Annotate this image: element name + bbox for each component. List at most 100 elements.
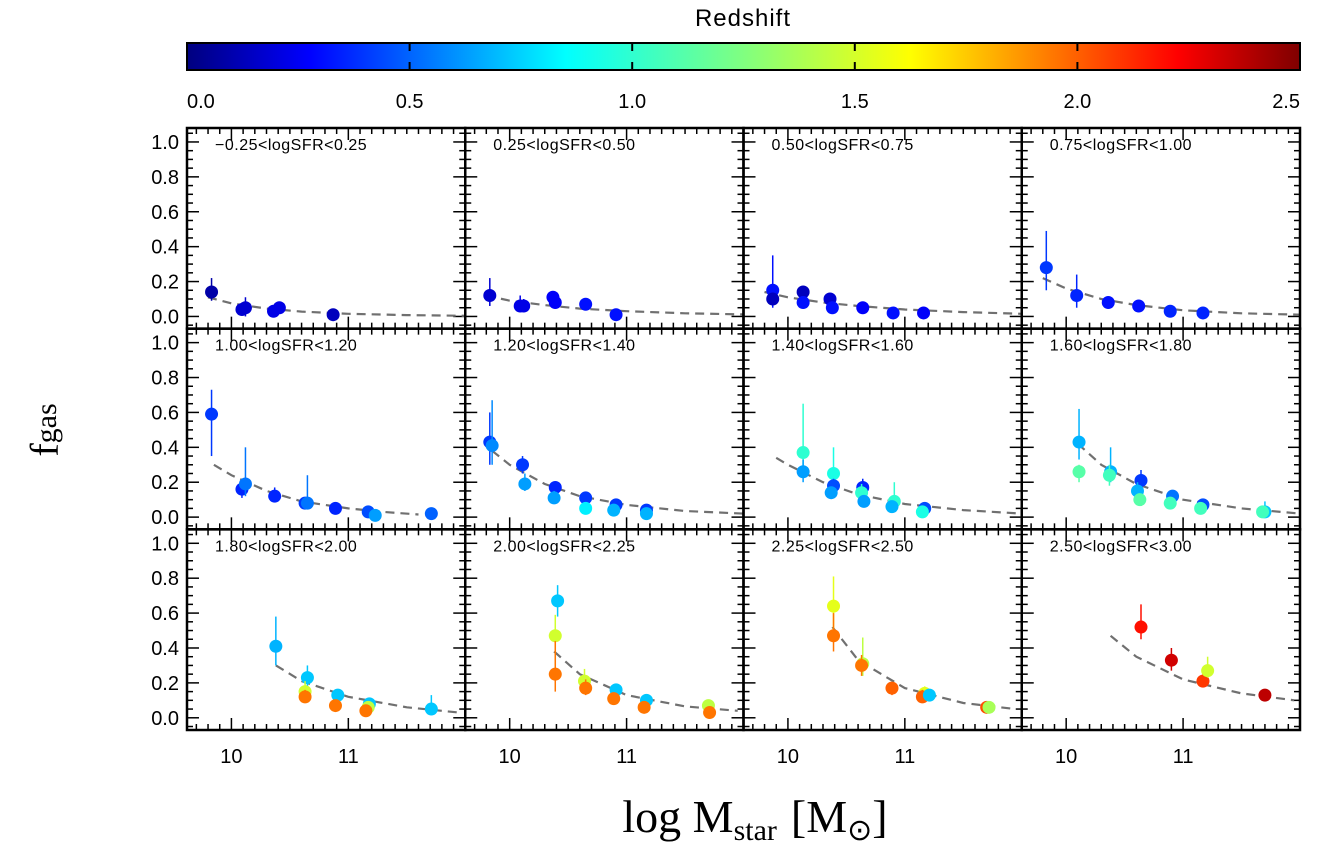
panel-label: 2.25<logSFR<2.50 bbox=[772, 538, 914, 555]
data-point bbox=[548, 667, 562, 681]
data-point bbox=[917, 306, 931, 320]
x-tick-label: 11 bbox=[1173, 746, 1194, 768]
x-tick-label: 11 bbox=[616, 746, 637, 768]
colorbar-gradient bbox=[186, 42, 1301, 71]
data-point bbox=[827, 599, 841, 613]
y-tick-label: 0.8 bbox=[151, 368, 179, 390]
data-point bbox=[639, 507, 653, 521]
panel-frame bbox=[742, 126, 1023, 330]
data-point bbox=[766, 292, 780, 306]
data-point bbox=[703, 706, 717, 720]
y-tick-label: 0.2 bbox=[151, 472, 179, 494]
x-axis-label-open: [ bbox=[791, 791, 806, 842]
data-point bbox=[368, 508, 382, 522]
colorbar-tick-label: 0.5 bbox=[396, 91, 424, 113]
data-point bbox=[518, 477, 532, 491]
x-tick-label: 10 bbox=[220, 746, 242, 768]
x-axis-label-close: ] bbox=[872, 791, 887, 842]
model-curve bbox=[831, 626, 1017, 711]
data-point bbox=[824, 486, 838, 500]
panel-frame bbox=[742, 327, 1023, 531]
panel: 1.20<logSFR<1.40 bbox=[464, 327, 745, 531]
panel-label: 2.50<logSFR<3.00 bbox=[1050, 538, 1192, 555]
data-point bbox=[827, 629, 841, 643]
data-point bbox=[272, 301, 286, 315]
panel: −0.25<logSFR<0.25 0.0 0.2 0.4 0.6 0.8 1.0 bbox=[151, 126, 467, 330]
panel: 1.40<logSFR<1.60 bbox=[742, 327, 1023, 531]
data-point bbox=[548, 480, 562, 494]
data-point bbox=[855, 658, 869, 672]
data-point bbox=[579, 297, 593, 311]
y-tick-label: 0.0 bbox=[151, 708, 179, 730]
data-point bbox=[607, 692, 621, 706]
y-tick-label: 0.2 bbox=[151, 673, 179, 695]
model-curve bbox=[1077, 442, 1300, 515]
panel-frame bbox=[185, 327, 467, 531]
model-curve bbox=[207, 296, 466, 317]
x-tick-label: 11 bbox=[338, 746, 359, 768]
data-point bbox=[886, 306, 900, 320]
data-point bbox=[205, 285, 219, 299]
y-tick-label: 1.0 bbox=[151, 132, 179, 154]
panel: 1.80<logSFR<2.00 0.0 0.2 0.4 0.6 0.8 1.0 10 11 bbox=[151, 528, 467, 768]
data-point bbox=[548, 629, 562, 643]
y-tick-label: 0.6 bbox=[151, 603, 179, 625]
data-point bbox=[1072, 465, 1086, 479]
data-point bbox=[579, 681, 593, 695]
data-point bbox=[547, 491, 561, 505]
data-point bbox=[1164, 653, 1178, 667]
panel-label: −0.25<logSFR<0.25 bbox=[215, 137, 367, 154]
data-point bbox=[857, 494, 871, 508]
model-curve bbox=[486, 294, 744, 316]
panel-label: 1.00<logSFR<1.20 bbox=[215, 338, 357, 355]
panel-frame bbox=[742, 528, 1023, 732]
data-point bbox=[1101, 295, 1115, 309]
panel: 1.60<logSFR<1.80 bbox=[1020, 327, 1302, 531]
data-point bbox=[485, 439, 499, 453]
data-point bbox=[796, 465, 810, 479]
panel: 2.50<logSFR<3.00 10 11 bbox=[1020, 528, 1302, 768]
data-point bbox=[915, 505, 929, 519]
y-tick-label: 0.6 bbox=[151, 402, 179, 424]
data-point bbox=[796, 295, 810, 309]
data-point bbox=[328, 699, 342, 713]
data-point bbox=[1039, 261, 1053, 275]
y-tick-label: 0.8 bbox=[151, 568, 179, 590]
model-curve bbox=[1109, 634, 1295, 702]
data-point bbox=[796, 285, 810, 299]
data-point bbox=[607, 503, 621, 517]
data-point bbox=[238, 301, 252, 315]
data-point bbox=[1201, 664, 1215, 678]
y-tick-label: 0.2 bbox=[151, 272, 179, 294]
model-curve bbox=[775, 456, 1022, 515]
panel-label: 1.20<logSFR<1.40 bbox=[493, 338, 635, 355]
y-tick-label: 1.0 bbox=[151, 533, 179, 555]
y-tick-label: 0.4 bbox=[151, 437, 179, 459]
data-point bbox=[579, 501, 593, 515]
data-point bbox=[298, 690, 312, 704]
panel-label: 0.50<logSFR<0.75 bbox=[772, 137, 914, 154]
x-axis-label-unit-sub: ⊙ bbox=[847, 814, 872, 846]
colorbar-tick-label: 2.5 bbox=[1272, 91, 1300, 113]
panel-frame bbox=[1020, 327, 1302, 531]
y-tick-label: 1.0 bbox=[151, 333, 179, 355]
panel-label: 1.60<logSFR<1.80 bbox=[1050, 338, 1192, 355]
x-axis-label: log Mstar [M⊙] bbox=[622, 791, 887, 846]
data-point bbox=[1133, 493, 1147, 507]
x-tick-label: 11 bbox=[894, 746, 915, 768]
y-tick-label: 0.6 bbox=[151, 202, 179, 224]
y-tick-label: 0.4 bbox=[151, 638, 179, 660]
y-tick-label: 0.4 bbox=[151, 237, 179, 259]
y-axis-label: fgas bbox=[22, 403, 67, 456]
colorbar-title: Redshift bbox=[695, 5, 791, 32]
data-point bbox=[1163, 304, 1177, 318]
data-point bbox=[827, 466, 841, 480]
panel: 1.00<logSFR<1.20 0.0 0.2 0.4 0.6 0.8 1.0 bbox=[151, 327, 467, 531]
data-point bbox=[424, 702, 438, 716]
data-point bbox=[238, 477, 252, 491]
panel: 2.00<logSFR<2.25 10 11 bbox=[464, 528, 745, 768]
data-point bbox=[1196, 674, 1210, 688]
data-point bbox=[1072, 435, 1086, 449]
data-point bbox=[1132, 299, 1146, 313]
panel: 2.25<logSFR<2.50 10 11 bbox=[742, 528, 1023, 768]
